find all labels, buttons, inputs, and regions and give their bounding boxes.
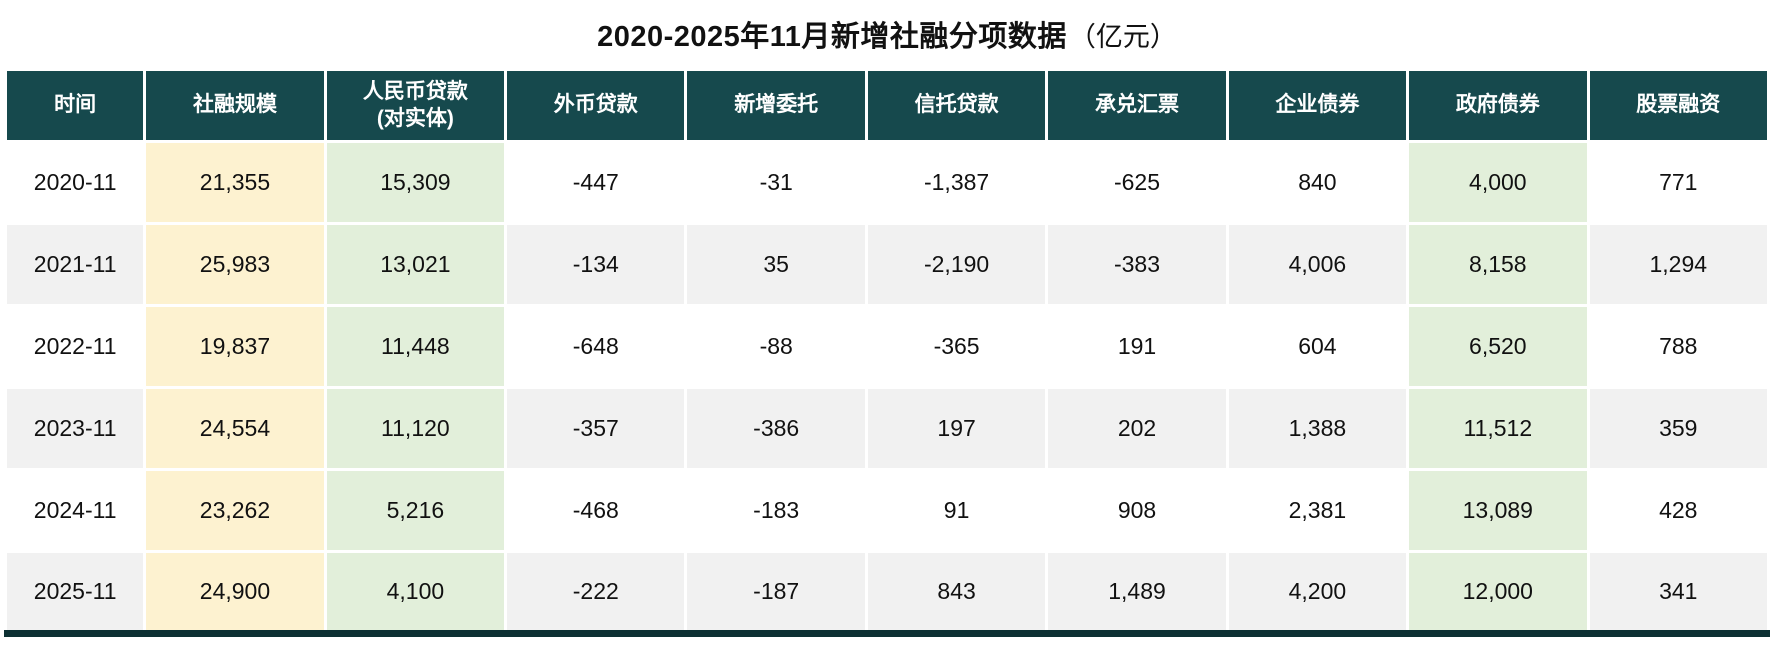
row-label: 2025-11 [3, 550, 147, 637]
table-cell: -134 [504, 222, 688, 307]
table-cell: -648 [504, 304, 688, 389]
row-label: 2024-11 [3, 468, 147, 553]
header-government-bonds: 政府债券 [1406, 68, 1590, 143]
table-cell: 843 [864, 550, 1049, 637]
table-cell: 1,489 [1045, 550, 1229, 637]
table-cell: 771 [1586, 140, 1771, 225]
table-cell: 21,355 [143, 140, 327, 225]
table-cell: 788 [1586, 304, 1771, 389]
table-cell: -183 [684, 468, 868, 553]
table-cell: 341 [1586, 550, 1771, 637]
table-cell: -2,190 [864, 222, 1049, 307]
table-cell: 4,200 [1225, 550, 1410, 637]
row-label: 2020-11 [3, 140, 147, 225]
header-social-financing-scale: 社融规模 [143, 68, 327, 143]
table-cell: 24,554 [143, 386, 327, 471]
table-cell: -383 [1045, 222, 1229, 307]
table-cell: 604 [1225, 304, 1410, 389]
table-cell: 191 [1045, 304, 1229, 389]
table-cell: 4,000 [1406, 140, 1590, 225]
table-cell: -187 [684, 550, 868, 637]
table-cell: 13,021 [323, 222, 508, 307]
table-cell: -88 [684, 304, 868, 389]
table-cell: 12,000 [1406, 550, 1590, 637]
header-row: 时间 社融规模 人民币贷款 (对实体) 外币贷款 新增委托 信托贷款 承兑汇票 … [3, 68, 1771, 143]
table-cell: -468 [504, 468, 688, 553]
table-cell: 8,158 [1406, 222, 1590, 307]
table-row-2025-11: 2025-11 24,900 4,100 -222 -187 843 1,489… [3, 550, 1771, 637]
table-cell: 908 [1045, 468, 1229, 553]
table-cell: 23,262 [143, 468, 327, 553]
table-cell: -357 [504, 386, 688, 471]
table-cell: 197 [864, 386, 1049, 471]
table-cell: -365 [864, 304, 1049, 389]
table-cell: 15,309 [323, 140, 508, 225]
header-new-entrusted-loans: 新增委托 [684, 68, 868, 143]
table-row-2022-11: 2022-11 19,837 11,448 -648 -88 -365 191 … [3, 304, 1771, 389]
table-cell: 359 [1586, 386, 1771, 471]
header-rmb-loans: 人民币贷款 (对实体) [323, 68, 508, 143]
table-cell: -447 [504, 140, 688, 225]
table-cell: 1,294 [1586, 222, 1771, 307]
data-table-container: 时间 社融规模 人民币贷款 (对实体) 外币贷款 新增委托 信托贷款 承兑汇票 … [0, 68, 1774, 637]
table-cell: 13,089 [1406, 468, 1590, 553]
row-label: 2021-11 [3, 222, 147, 307]
table-body: 2020-11 21,355 15,309 -447 -31 -1,387 -6… [3, 140, 1771, 637]
table-row-2021-11: 2021-11 25,983 13,021 -134 35 -2,190 -38… [3, 222, 1771, 307]
table-cell: 24,900 [143, 550, 327, 637]
table-cell: 4,100 [323, 550, 508, 637]
header-foreign-currency-loans: 外币贷款 [504, 68, 688, 143]
table-cell: 1,388 [1225, 386, 1410, 471]
table-cell: 428 [1586, 468, 1771, 553]
title-unit: （亿元） [1068, 21, 1177, 52]
table-cell: 2,381 [1225, 468, 1410, 553]
table-cell: 4,006 [1225, 222, 1410, 307]
table-cell: -1,387 [864, 140, 1049, 225]
table-cell: -625 [1045, 140, 1229, 225]
table-row-2023-11: 2023-11 24,554 11,120 -357 -386 197 202 … [3, 386, 1771, 471]
table-cell: 202 [1045, 386, 1229, 471]
table-cell: 11,448 [323, 304, 508, 389]
table-cell: 11,120 [323, 386, 508, 471]
header-corporate-bonds: 企业债券 [1225, 68, 1410, 143]
header-acceptance-bills: 承兑汇票 [1045, 68, 1229, 143]
table-cell: 5,216 [323, 468, 508, 553]
table-cell: 11,512 [1406, 386, 1590, 471]
social-financing-table: 时间 社融规模 人民币贷款 (对实体) 外币贷款 新增委托 信托贷款 承兑汇票 … [3, 68, 1771, 637]
header-time: 时间 [3, 68, 147, 143]
table-cell: -222 [504, 550, 688, 637]
table-row-2024-11: 2024-11 23,262 5,216 -468 -183 91 908 2,… [3, 468, 1771, 553]
table-cell: 35 [684, 222, 868, 307]
header-equity-financing: 股票融资 [1586, 68, 1771, 143]
page-title: 2020-2025年11月新增社融分项数据 （亿元） [0, 0, 1774, 68]
table-cell: -386 [684, 386, 868, 471]
title-text: 2020-2025年11月新增社融分项数据 [597, 21, 1067, 53]
table-cell: 840 [1225, 140, 1410, 225]
row-label: 2022-11 [3, 304, 147, 389]
table-row-2020-11: 2020-11 21,355 15,309 -447 -31 -1,387 -6… [3, 140, 1771, 225]
table-header: 时间 社融规模 人民币贷款 (对实体) 外币贷款 新增委托 信托贷款 承兑汇票 … [3, 68, 1771, 143]
table-cell: 6,520 [1406, 304, 1590, 389]
table-cell: 25,983 [143, 222, 327, 307]
row-label: 2023-11 [3, 386, 147, 471]
table-cell: 91 [864, 468, 1049, 553]
table-cell: 19,837 [143, 304, 327, 389]
table-cell: -31 [684, 140, 868, 225]
header-trust-loans: 信托贷款 [864, 68, 1049, 143]
